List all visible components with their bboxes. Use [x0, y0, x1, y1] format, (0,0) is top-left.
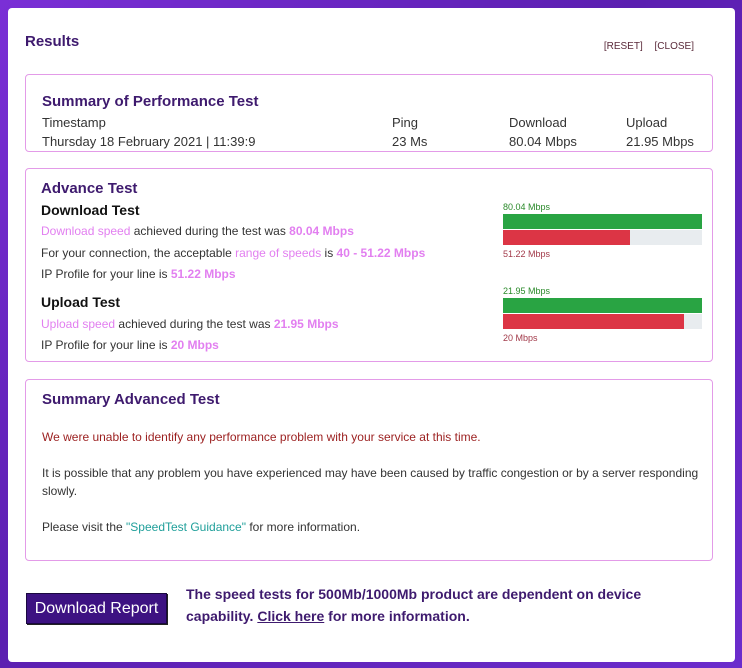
- download-ip-profile-value: 51.22 Mbps: [170, 267, 236, 281]
- upload-ip-profile-line: IP Profile for your line is 20 Mbps: [41, 338, 219, 352]
- summary-advanced-box: Summary Advanced Test We were unable to …: [25, 379, 713, 561]
- upload-profile-bar-fill: [503, 314, 685, 329]
- ping-value: 23 Ms: [392, 134, 428, 149]
- upload-ip-profile-text: IP Profile for your line is: [41, 338, 171, 352]
- click-here-link[interactable]: Click here: [257, 608, 325, 624]
- upload-profile-bar-label: 20 Mbps: [503, 333, 538, 343]
- range-text-pre: For your connection, the acceptable: [41, 246, 236, 260]
- upload-speed-link[interactable]: Upload speed: [41, 317, 116, 331]
- download-value: 80.04 Mbps: [509, 134, 577, 149]
- download-speed-text: achieved during the test was: [130, 224, 290, 238]
- download-profile-bar-fill: [503, 230, 631, 245]
- download-ip-profile-line: IP Profile for your line is 51.22 Mbps: [41, 267, 236, 281]
- range-of-speeds-link[interactable]: range of speeds: [235, 246, 322, 260]
- download-achieved-bar: [503, 214, 702, 229]
- guidance-text-pre: Please visit the: [42, 520, 127, 534]
- range-value: 40 - 51.22 Mbps: [336, 246, 426, 260]
- page-title: Results: [25, 33, 80, 50]
- download-profile-bar-label: 51.22 Mbps: [503, 249, 551, 259]
- no-problem-message: We were unable to identify any performan…: [42, 430, 481, 444]
- guidance-line: Please visit the "SpeedTest Guidance" fo…: [42, 518, 702, 536]
- download-achieved-bar-fill: [503, 214, 702, 229]
- reset-link[interactable]: [RESET]: [603, 41, 643, 52]
- download-header: Download: [509, 115, 567, 130]
- upload-achieved-bar: [503, 298, 702, 313]
- upload-achieved-bar-label: 21.95 Mbps: [503, 286, 551, 296]
- upload-test-heading: Upload Test: [41, 294, 121, 310]
- top-links: [RESET] [CLOSE]: [595, 41, 694, 52]
- upload-value: 21.95 Mbps: [626, 134, 694, 149]
- download-test-heading: Download Test: [41, 202, 140, 218]
- download-speed-value: 80.04 Mbps: [289, 224, 354, 238]
- advance-title: Advance Test: [41, 180, 138, 197]
- upload-header: Upload: [626, 115, 668, 130]
- download-speed-link[interactable]: Download speed: [41, 224, 131, 238]
- upload-ip-profile-value: 20 Mbps: [170, 338, 219, 352]
- range-text-mid: is: [321, 246, 337, 260]
- download-report-button[interactable]: Download Report: [26, 593, 167, 624]
- summary-advanced-title: Summary Advanced Test: [42, 391, 220, 408]
- product-note-text-post: for more information.: [324, 608, 470, 624]
- download-profile-bar: [503, 230, 702, 245]
- timestamp-header: Timestamp: [42, 115, 106, 130]
- close-link[interactable]: [CLOSE]: [654, 41, 694, 52]
- upload-achieved-bar-fill: [503, 298, 702, 313]
- summary-title: Summary of Performance Test: [42, 93, 259, 110]
- product-note-text: The speed tests for 500Mb/1000Mb product…: [186, 586, 642, 624]
- download-achieved-bar-label: 80.04 Mbps: [503, 202, 551, 212]
- summary-performance-box: Summary of Performance Test Timestamp Pi…: [25, 74, 713, 152]
- download-speed-line: Download speed achieved during the test …: [41, 224, 354, 238]
- congestion-message: It is possible that any problem you have…: [42, 466, 699, 498]
- upload-speed-line: Upload speed achieved during the test wa…: [41, 317, 339, 331]
- upload-speed-value: 21.95 Mbps: [273, 317, 339, 331]
- timestamp-value: Thursday 18 February 2021 | 11:39:9: [42, 134, 256, 149]
- download-ip-profile-text: IP Profile for your line is: [41, 267, 171, 281]
- speedtest-guidance-link[interactable]: "SpeedTest Guidance": [126, 520, 246, 534]
- product-note: The speed tests for 500Mb/1000Mb product…: [186, 583, 706, 627]
- results-panel: Results [RESET] [CLOSE] Summary of Perfo…: [8, 8, 735, 662]
- ping-header: Ping: [392, 115, 419, 130]
- upload-speed-text: achieved during the test was: [115, 317, 274, 331]
- guidance-text-post: for more information.: [245, 520, 361, 534]
- advance-test-box: Advance Test Download Test Download spee…: [25, 168, 713, 362]
- range-line: For your connection, the acceptable rang…: [41, 246, 425, 260]
- upload-profile-bar: [503, 314, 702, 329]
